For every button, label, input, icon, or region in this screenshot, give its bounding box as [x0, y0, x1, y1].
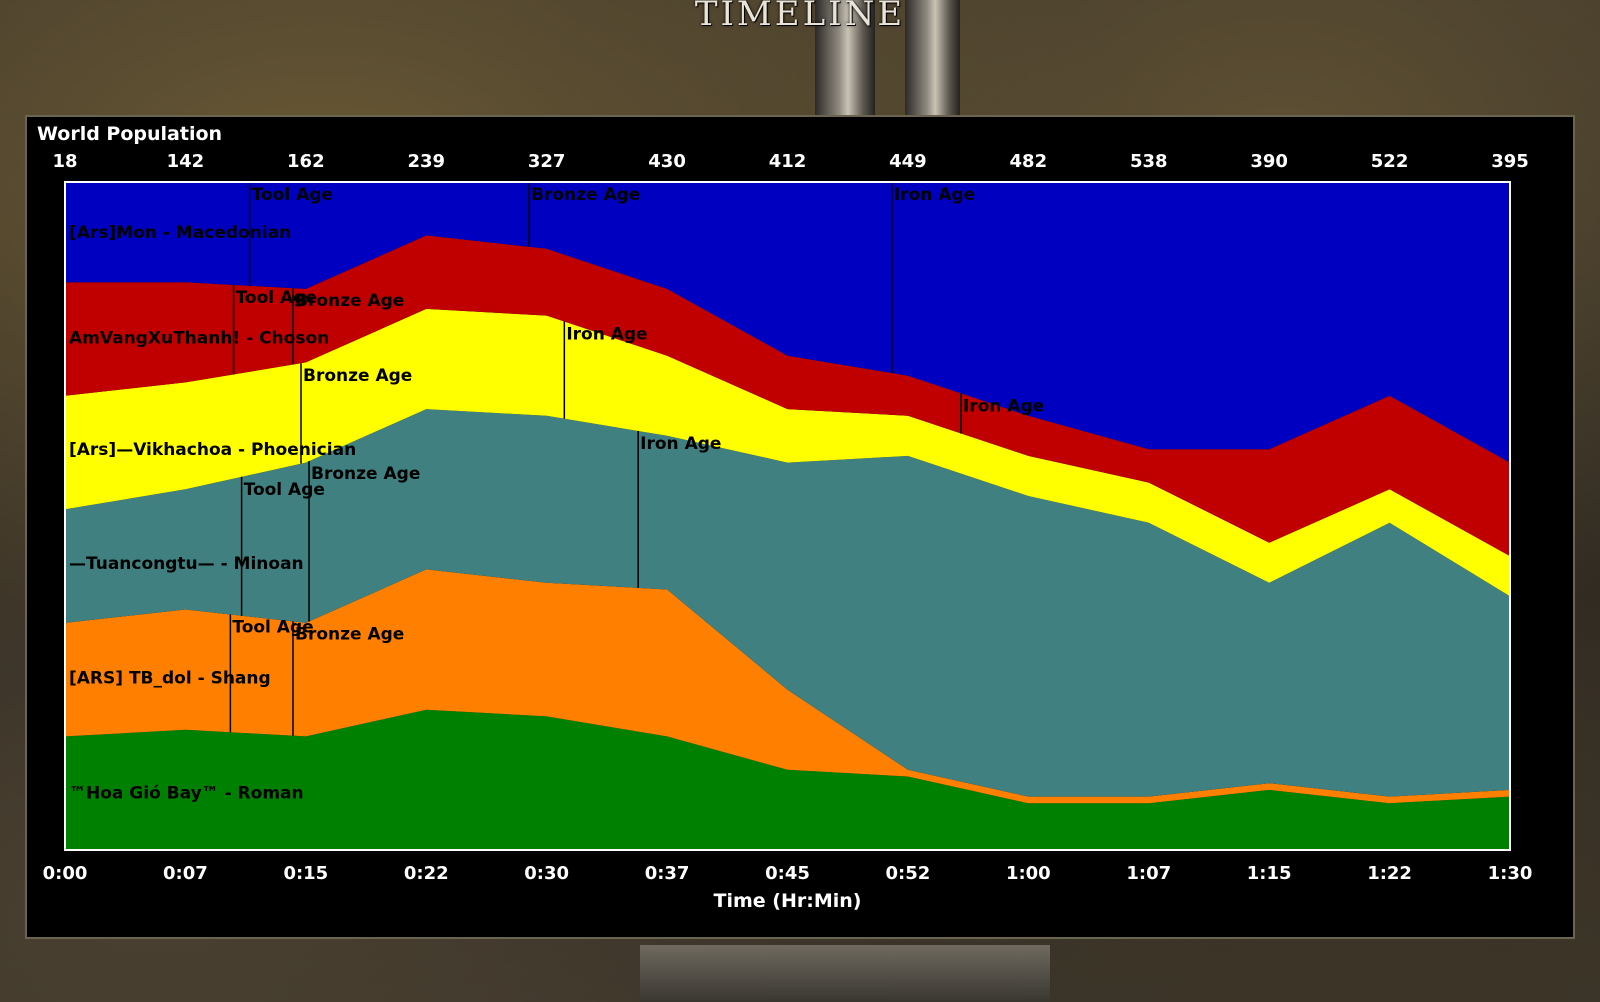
- screen-title: Timeline: [694, 0, 906, 34]
- x-tick-label: 0:45: [765, 863, 810, 884]
- x-tick-label: 1:30: [1488, 863, 1533, 884]
- top-total-label: 412: [769, 151, 807, 172]
- x-tick-label: 0:07: [163, 863, 208, 884]
- x-tick-label: 0:52: [886, 863, 931, 884]
- area-layer-5: [65, 182, 1510, 463]
- top-total-label: 390: [1250, 151, 1288, 172]
- series-label-4: AmVangXuThanh! - Choson: [69, 329, 329, 349]
- age-marker-label: Tool Age: [252, 185, 333, 205]
- series-label-3: [Ars]—Vikhachoa - Phoenician: [69, 440, 356, 460]
- age-marker-label: Bronze Age: [295, 291, 404, 311]
- area-layer-0: [65, 709, 1510, 850]
- top-total-label: 430: [648, 151, 686, 172]
- age-marker-label: Iron Age: [894, 185, 975, 205]
- stone-pillar-left: [815, 0, 875, 115]
- top-total-label: 239: [407, 151, 445, 172]
- age-marker-label: Bronze Age: [311, 464, 420, 484]
- age-marker-label: Bronze Age: [295, 624, 404, 644]
- x-tick-label: 0:15: [283, 863, 328, 884]
- x-tick-label: 1:15: [1247, 863, 1292, 884]
- top-total-label: 522: [1371, 151, 1409, 172]
- chart-title: World Population: [37, 123, 223, 145]
- top-total-label: 327: [528, 151, 566, 172]
- area-layer-4: [65, 235, 1510, 557]
- x-tick-label: 1:07: [1126, 863, 1171, 884]
- x-tick-label: 0:30: [524, 863, 569, 884]
- area-layer-2: [65, 409, 1510, 797]
- x-axis-label: Time (Hr:Min): [714, 890, 862, 912]
- age-marker-label: Iron Age: [963, 396, 1044, 416]
- series-label-1: [ARS] TB_dol - Shang: [69, 669, 271, 689]
- age-marker-label: Tool Age: [236, 288, 317, 308]
- top-total-label: 482: [1010, 151, 1048, 172]
- x-tick-label: 0:37: [645, 863, 690, 884]
- series-label-5: [Ars]Mon - Macedonian: [69, 223, 291, 243]
- x-tick-label: 1:00: [1006, 863, 1051, 884]
- x-tick-label: 0:22: [404, 863, 449, 884]
- plot-border: [64, 181, 1511, 851]
- series-label-0: ™Hoa Gió Bay™ - Roman: [69, 784, 304, 804]
- series-label-2: —Tuancongtu— - Minoan: [69, 554, 304, 574]
- area-layer-3: [65, 308, 1510, 597]
- top-total-label: 538: [1130, 151, 1168, 172]
- top-total-label: 449: [889, 151, 927, 172]
- age-marker-label: Bronze Age: [531, 185, 640, 205]
- x-tick-label: 1:22: [1367, 863, 1412, 884]
- age-marker-label: Tool Age: [244, 480, 325, 500]
- age-marker-label: Bronze Age: [303, 366, 412, 386]
- top-total-label: 395: [1491, 151, 1529, 172]
- x-tick-label: 0:00: [43, 863, 88, 884]
- age-marker-label: Iron Age: [566, 324, 647, 344]
- age-marker-label: Iron Age: [640, 434, 721, 454]
- top-total-label: 162: [287, 151, 325, 172]
- stone-ledge: [640, 945, 1050, 1002]
- area-layer-1: [65, 569, 1510, 804]
- top-total-label: 18: [52, 151, 77, 172]
- top-total-label: 142: [167, 151, 205, 172]
- stone-pillar-right: [905, 0, 960, 115]
